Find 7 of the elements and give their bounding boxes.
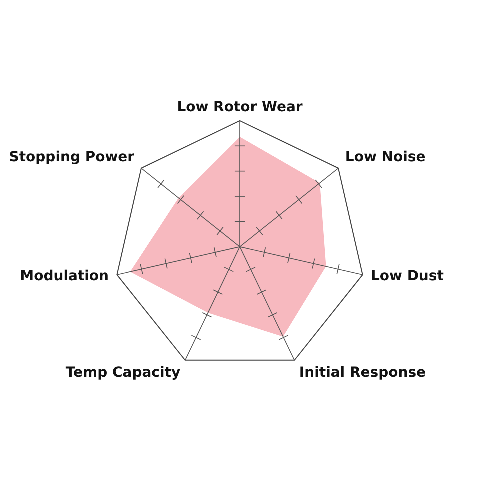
spoke-label: Stopping Power (9, 149, 135, 166)
spoke-label: Modulation (20, 268, 110, 284)
spoke-label: Temp Capacity (66, 365, 181, 382)
spoke-label: Low Rotor Wear (177, 100, 303, 116)
spoke-label: Low Dust (370, 268, 444, 284)
spoke-label: Low Noise (345, 149, 426, 166)
spoke-label: Initial Response (299, 365, 426, 382)
